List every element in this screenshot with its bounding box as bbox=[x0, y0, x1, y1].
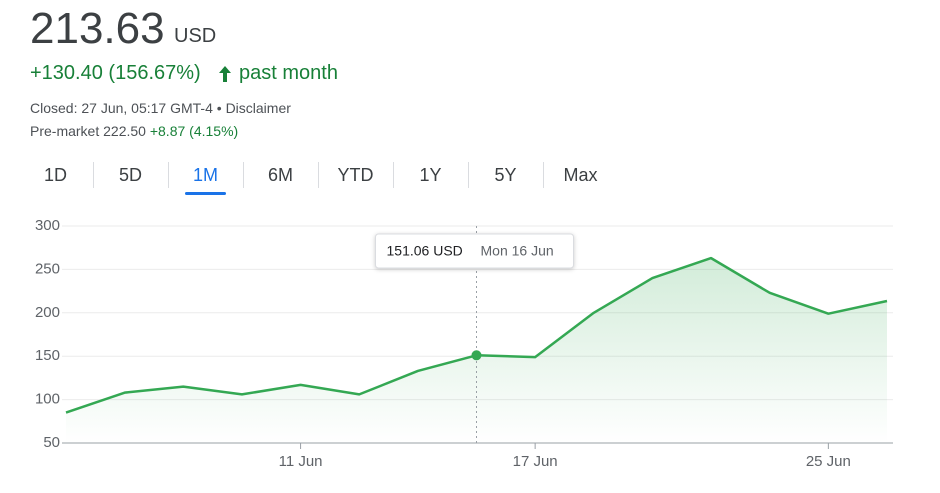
price-line bbox=[65, 256, 888, 414]
range-tabs: 1D 5D 1M 6M YTD 1Y 5Y Max bbox=[18, 160, 618, 195]
range-tab[interactable]: Max bbox=[543, 160, 618, 190]
currency: USD bbox=[174, 25, 217, 47]
range-tab[interactable]: YTD bbox=[318, 160, 393, 190]
range-tab[interactable]: 1Y bbox=[393, 160, 468, 190]
y-tick-label: 100 bbox=[35, 391, 60, 408]
period: past month bbox=[239, 62, 338, 84]
disclaimer[interactable]: Disclaimer bbox=[225, 100, 291, 116]
range-tab[interactable]: 1M bbox=[168, 160, 243, 195]
change: +130.40 (156.67%) bbox=[30, 62, 201, 84]
premarket-label: Pre-market 222.50 bbox=[30, 123, 146, 139]
y-tick-label: 50 bbox=[43, 434, 60, 451]
range-tab[interactable]: 1D bbox=[43, 165, 67, 185]
x-tick-label: 11 Jun bbox=[279, 453, 323, 470]
tooltip-value: 151.06 USD bbox=[387, 243, 463, 259]
area bbox=[66, 258, 887, 443]
tooltip-box bbox=[375, 233, 574, 269]
range-tab[interactable]: 5D bbox=[93, 160, 168, 190]
y-tick-label: 250 bbox=[35, 260, 60, 277]
premarket: Pre-market 222.50 +8.87 (4.15%) bbox=[30, 123, 238, 139]
separator: • bbox=[216, 100, 222, 116]
tooltip: 151.06 USD Mon 16 Jun bbox=[375, 233, 574, 269]
premarket-change: +8.87 (4.15%) bbox=[149, 123, 239, 139]
range-tab[interactable]: 6M bbox=[243, 160, 318, 190]
x-tick-label: 17 Jun bbox=[513, 453, 558, 470]
y-tick-label: 300 bbox=[35, 217, 60, 234]
x-tick-label: 25 Jun bbox=[806, 453, 851, 470]
closed-info: Closed: 27 Jun, 05:17 GMT-4 • Disclaimer bbox=[30, 100, 291, 116]
tooltip-date: Mon 16 Jun bbox=[481, 243, 554, 259]
y-tick-label: 200 bbox=[35, 304, 60, 321]
closed: Closed: 27 Jun, 05:17 GMT-4 bbox=[30, 100, 213, 116]
range-tab[interactable]: 5Y bbox=[468, 160, 543, 190]
up-arrow bbox=[219, 66, 231, 82]
y-tick-label: 150 bbox=[35, 347, 60, 364]
price: 213.63 bbox=[30, 4, 165, 53]
hover-point bbox=[471, 350, 482, 361]
